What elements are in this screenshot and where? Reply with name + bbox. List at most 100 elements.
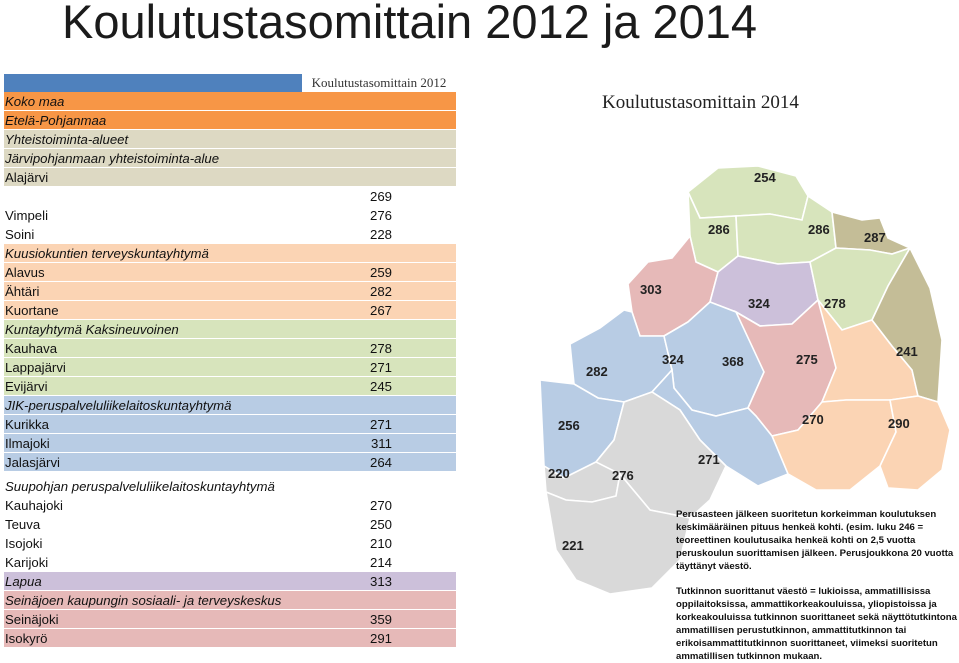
row-value: 250	[369, 517, 392, 532]
row-value: 267	[369, 303, 392, 318]
map-region-label: 278	[824, 296, 846, 311]
table-row: Kauhava 278	[4, 339, 456, 358]
table-row: Suupohjan peruspalveluliikelaitoskuntayh…	[4, 472, 456, 496]
row-name: Evijärvi	[5, 379, 48, 394]
table-row: Ilmajoki 311	[4, 434, 456, 453]
row-value: 269	[369, 189, 392, 204]
map-region-label: 256	[558, 418, 580, 433]
table-row: Vimpeli 276	[4, 206, 456, 225]
table-row: Lappajärvi 271	[4, 358, 456, 377]
map-region-label: 275	[796, 352, 818, 367]
row-value: 214	[369, 555, 392, 570]
row-value: 228	[369, 227, 392, 242]
row-value: 271	[369, 417, 392, 432]
table-row: JIK-peruspalveluliikelaitoskuntayhtymä	[4, 396, 456, 415]
row-name: Kuusiokuntien terveyskuntayhtymä	[5, 246, 209, 261]
map-region-label: 282	[586, 364, 608, 379]
row-value: 276	[369, 208, 392, 223]
row-value: 313	[369, 574, 392, 589]
row-name: Ähtäri	[5, 284, 40, 299]
region-map: 254 286 286 287 303 324 278 282 324 368 275 241 256 2…	[540, 165, 950, 595]
map-title: Koulutustasomittain 2014	[602, 92, 799, 113]
note-definition: Perusasteen jälkeen suoritetun korkeimma…	[676, 509, 954, 572]
row-name: Alajärvi	[5, 170, 49, 185]
row-name: Yhteistoiminta-alueet	[5, 132, 129, 147]
row-value: 270	[369, 498, 392, 513]
row-value: 264	[369, 455, 392, 470]
table-row: Jalasjärvi 264	[4, 453, 456, 472]
table-row: Järvipohjanmaan yhteistoiminta-alue	[4, 149, 456, 168]
table-row: Soini 228	[4, 225, 456, 244]
map-region-label: 287	[864, 230, 886, 245]
table-row: Kuortane 267	[4, 301, 456, 320]
table-row: Yhteistoiminta-alueet	[4, 130, 456, 149]
row-name: Etelä-Pohjanmaa	[5, 113, 107, 128]
map-region-label: 220	[548, 466, 570, 481]
table-row: Alajärvi	[4, 168, 456, 187]
map-region-label: 303	[640, 282, 662, 297]
map-region-label: 290	[888, 416, 910, 431]
row-value: 278	[369, 341, 392, 356]
row-name: Ilmajoki	[5, 436, 50, 451]
table-row: Kuusiokuntien terveyskuntayhtymä	[4, 244, 456, 263]
row-value: 210	[369, 536, 392, 551]
row-name: Kauhava	[5, 341, 58, 356]
map-region-label: 241	[896, 344, 918, 359]
row-value: 291	[369, 631, 392, 646]
row-name: Seinäjoki	[5, 612, 59, 627]
row-name: Isojoki	[5, 536, 43, 551]
row-name: JIK-peruspalveluliikelaitoskuntayhtymä	[5, 398, 232, 413]
row-value: 271	[369, 360, 392, 375]
row-name: Kuortane	[5, 303, 59, 318]
map-region	[871, 246, 943, 404]
page-title: Koulutustasomittain 2012 ja 2014	[62, 0, 758, 48]
table-row: Teuva 250	[4, 515, 456, 534]
row-name: Soini	[5, 227, 35, 242]
map-region	[544, 472, 691, 595]
row-name: Jalasjärvi	[5, 455, 60, 470]
table-row: Etelä-Pohjanmaa	[4, 111, 456, 130]
row-name: Suupohjan peruspalveluliikelaitoskuntayh…	[5, 479, 275, 494]
row-name: Kuntayhtymä Kaksineuvoinen	[5, 322, 179, 337]
map-region-label: 254	[754, 170, 776, 185]
table-header: Koulutustasomittain 2012	[311, 75, 447, 90]
table-row: Lapua 313	[4, 572, 456, 591]
row-name: Järvipohjanmaan yhteistoiminta-alue	[5, 151, 220, 166]
table-row: Koko maa	[4, 92, 456, 111]
table-row: Kauhajoki 270	[4, 496, 456, 515]
table-row: Ähtäri 282	[4, 282, 456, 301]
map-region-label: 221	[562, 538, 584, 553]
note-population: Tutkinnon suorittanut väestö = lukioissa…	[676, 586, 957, 662]
table-row: Karijoki 214	[4, 553, 456, 572]
row-value: 282	[369, 284, 392, 299]
map-region-label: 276	[612, 468, 634, 483]
table-row: Kurikka 271	[4, 415, 456, 434]
table-row: Seinäjoen kaupungin sosiaali- ja terveys…	[4, 591, 456, 610]
table-row: Kuntayhtymä Kaksineuvoinen	[4, 320, 456, 339]
row-name: Karijoki	[5, 555, 49, 570]
table-row: Isokyrö 291	[4, 629, 456, 648]
row-value: 245	[369, 379, 392, 394]
row-name: Vimpeli	[5, 208, 49, 223]
table-row: Seinäjoki 359	[4, 610, 456, 629]
table-header-bar	[4, 74, 302, 92]
row-name: Teuva	[5, 517, 41, 532]
map-region-label: 286	[808, 222, 830, 237]
row-name: Isokyrö	[5, 631, 48, 646]
map-region-label: 270	[802, 412, 824, 427]
row-value: 359	[369, 612, 392, 627]
row-name: Lapua	[5, 574, 42, 589]
row-value: 311	[370, 436, 392, 451]
row-name: Koko maa	[5, 94, 65, 109]
map-region-label: 286	[708, 222, 730, 237]
map-region-label: 271	[698, 452, 720, 467]
row-name: Kurikka	[5, 417, 49, 432]
table-row: Isojoki 210	[4, 534, 456, 553]
row-value: 259	[369, 265, 392, 280]
map-region-label: 324	[748, 296, 770, 311]
row-name: Kauhajoki	[5, 498, 63, 513]
education-table: Koko maa Etelä-Pohjanmaa Yhteistoiminta-al…	[4, 92, 456, 648]
row-name: Lappajärvi	[5, 360, 66, 375]
map-region	[879, 395, 950, 491]
table-row: Evijärvi 245	[4, 377, 456, 396]
